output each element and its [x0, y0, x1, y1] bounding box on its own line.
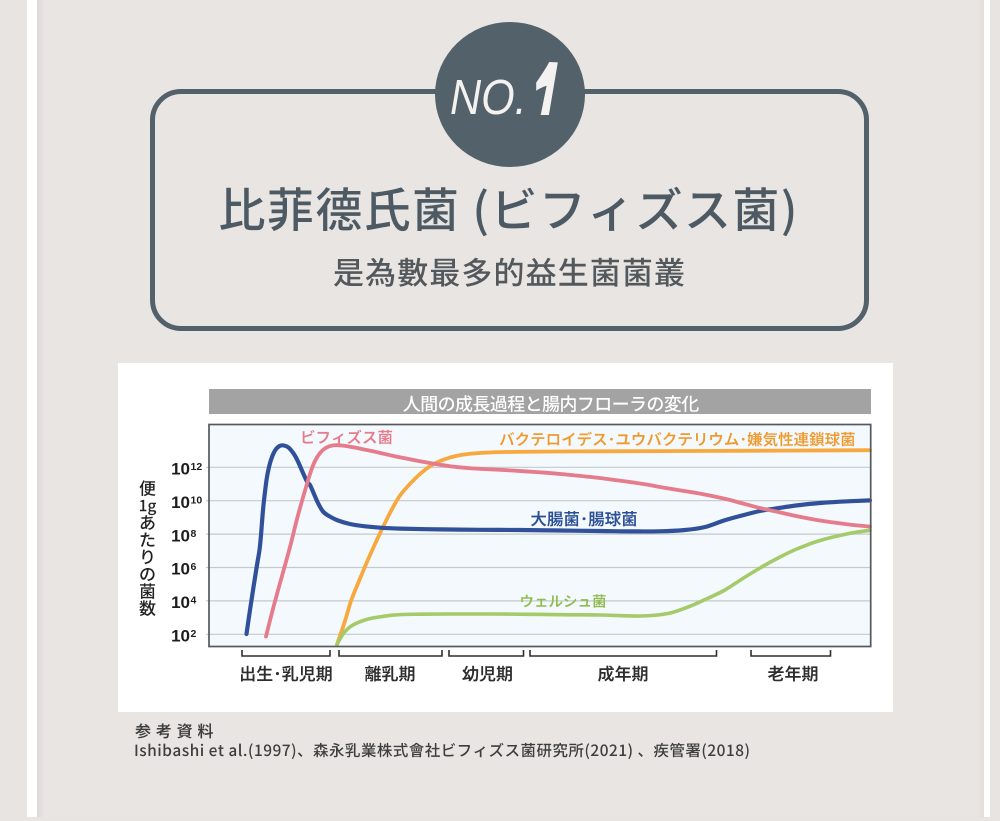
svg-text:2: 2 — [191, 628, 197, 640]
svg-text:10: 10 — [171, 627, 190, 646]
svg-text:6: 6 — [191, 561, 197, 573]
svg-text:10: 10 — [171, 460, 190, 479]
svg-text:10: 10 — [191, 494, 203, 506]
svg-text:12: 12 — [191, 461, 203, 473]
svg-text:10: 10 — [171, 560, 190, 579]
svg-text:4: 4 — [191, 595, 197, 607]
svg-text:10: 10 — [171, 593, 190, 612]
svg-text:NO.: NO. — [450, 69, 527, 124]
svg-text:8: 8 — [191, 528, 197, 540]
svg-text:10: 10 — [171, 493, 190, 512]
svg-text:10: 10 — [171, 526, 190, 545]
